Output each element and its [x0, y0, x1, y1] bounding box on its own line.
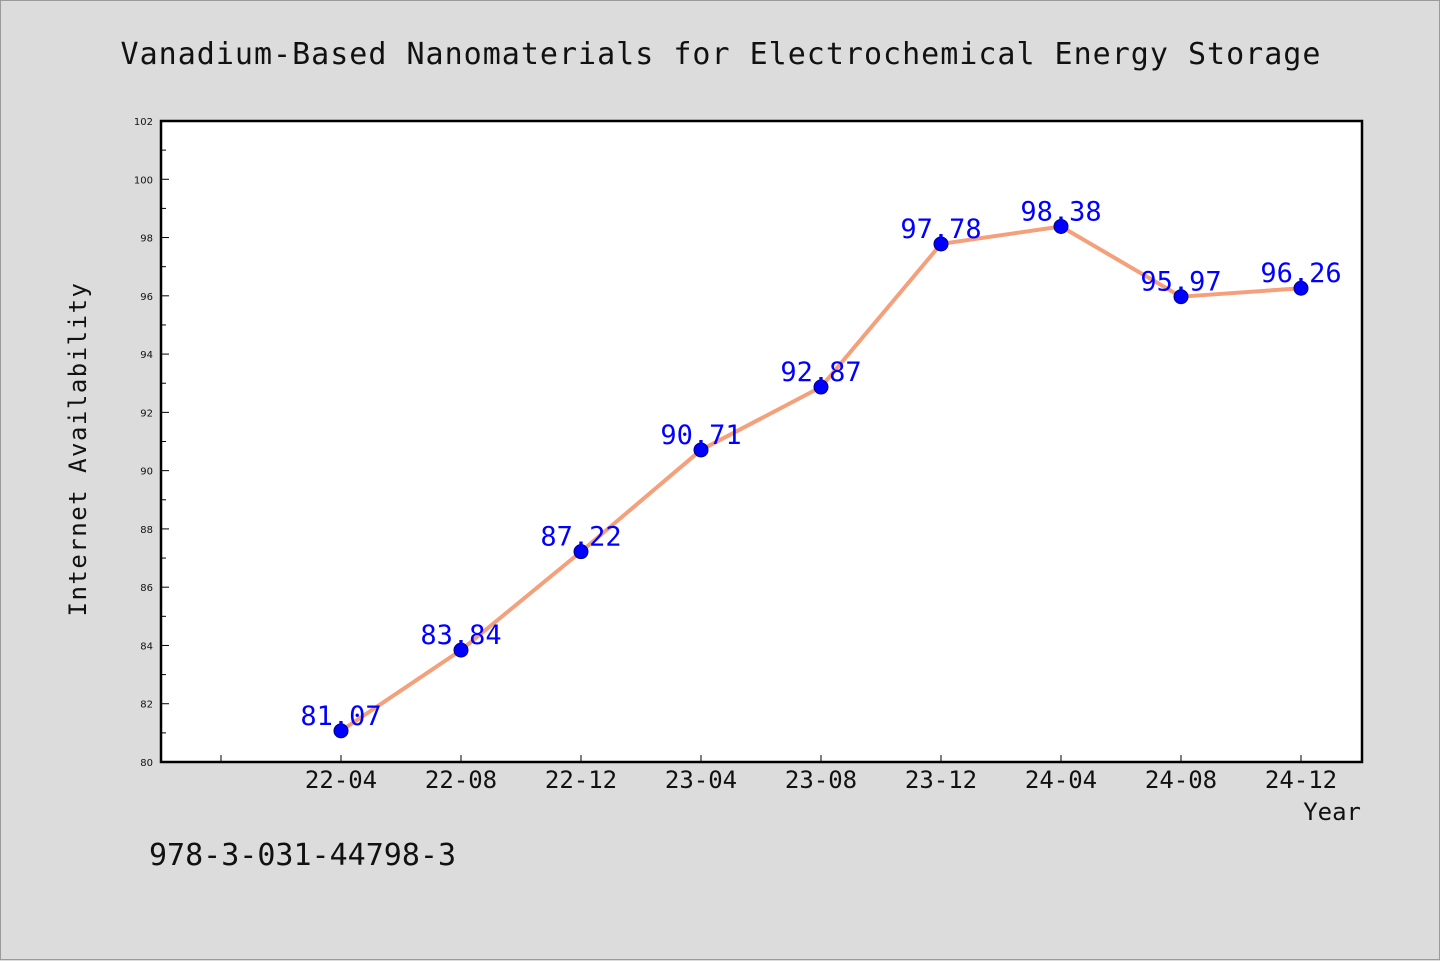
y-tick-label: 92: [140, 408, 153, 419]
x-tick-label: 24-08: [1145, 766, 1217, 794]
data-label: 98.38: [1020, 196, 1101, 227]
y-tick-label: 94: [140, 350, 153, 361]
data-label: 83.84: [420, 620, 501, 651]
y-tick-label: 88: [140, 525, 153, 536]
data-point-marker: [333, 723, 349, 739]
plot-area: [159, 119, 1364, 764]
data-label: 97.78: [900, 214, 981, 245]
x-tick-label: 23-12: [905, 766, 977, 794]
data-label: 87.22: [540, 522, 621, 553]
data-label: 95.97: [1140, 267, 1221, 298]
data-point-marker: [933, 236, 949, 252]
y-axis: 80 82 84 86 88 90 92 94 96 98 100 102: [134, 117, 169, 769]
y-tick-label: 80: [140, 758, 153, 769]
x-tick-label: 24-04: [1025, 766, 1097, 794]
x-axis-label: Year: [1303, 798, 1361, 826]
y-tick-label: 100: [134, 175, 153, 186]
data-point-marker: [1173, 289, 1189, 305]
isbn-text: 978-3-031-44798-3: [149, 838, 456, 873]
x-tick-label: 24-12: [1265, 766, 1337, 794]
data-point-marker: [1293, 280, 1309, 296]
chart-title: Vanadium-Based Nanomaterials for Electro…: [121, 37, 1322, 72]
data-label: 96.26: [1260, 258, 1341, 289]
y-tick-label: 90: [140, 467, 153, 478]
x-tick-label: 22-12: [545, 766, 617, 794]
data-label: 81.07: [300, 701, 381, 732]
x-axis: 22-04 22-08 22-12 23-04 23-08 23-12 24-04 24-08…: [220, 755, 1337, 794]
x-tick-label: 23-04: [665, 766, 737, 794]
y-tick-label: 96: [140, 292, 153, 303]
data-point-marker: [813, 379, 829, 395]
y-axis-label: Internet Availability: [64, 282, 92, 617]
y-tick-label: 98: [140, 234, 153, 245]
data-point-marker: [573, 544, 589, 560]
x-tick-label: 22-08: [425, 766, 497, 794]
y-tick-label: 102: [134, 117, 153, 128]
series-layer: [333, 218, 1309, 739]
data-point-marker: [693, 442, 709, 458]
x-tick-label: 23-08: [785, 766, 857, 794]
data-label-layer: 81.07 83.84 87.22 90.71 92.87 97.78 98.38 95.97…: [300, 196, 1341, 731]
y-tick-label: 86: [140, 583, 153, 594]
data-point-marker: [453, 642, 469, 658]
y-tick-label: 84: [140, 641, 153, 652]
data-label: 90.71: [660, 420, 741, 451]
y-tick-label: 82: [140, 700, 153, 711]
data-point-marker: [1053, 218, 1069, 234]
data-label: 92.87: [780, 357, 861, 388]
x-tick-label: 22-04: [305, 766, 377, 794]
